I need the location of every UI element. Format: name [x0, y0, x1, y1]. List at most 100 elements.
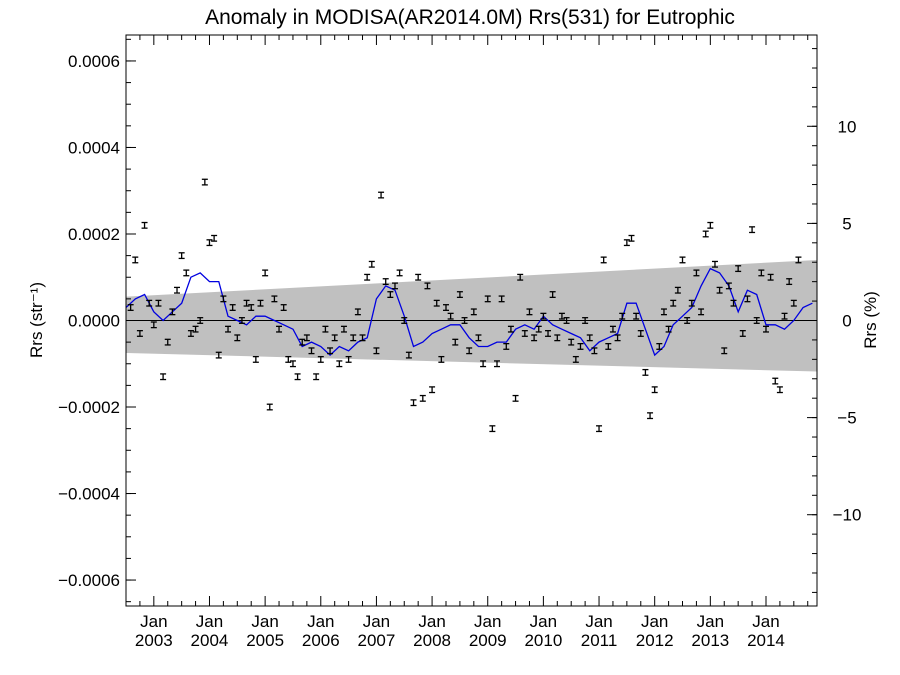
- y-tick-label-right: 0: [842, 312, 851, 331]
- data-point: [535, 325, 542, 333]
- data-point: [289, 360, 296, 368]
- data-point: [340, 325, 347, 333]
- data-point: [178, 252, 185, 260]
- data-point: [572, 355, 579, 363]
- data-point: [545, 330, 552, 337]
- data-point: [252, 355, 259, 363]
- data-point: [526, 308, 533, 316]
- y-tick-label-left: 0.0004: [68, 138, 120, 157]
- data-point: [391, 282, 398, 290]
- x-tick-label-month: Jan: [585, 612, 612, 631]
- data-point: [776, 386, 783, 394]
- data-point: [331, 334, 338, 342]
- data-point: [790, 299, 797, 307]
- data-point: [429, 386, 436, 394]
- data-point: [637, 330, 644, 337]
- data-point: [494, 360, 501, 368]
- data-point: [276, 325, 283, 333]
- data-point: [735, 265, 742, 273]
- data-point: [359, 334, 366, 342]
- x-tick-label-month: Jan: [641, 612, 668, 631]
- y-tick-label-right: 10: [838, 117, 857, 136]
- data-point: [211, 234, 218, 242]
- data-point: [419, 394, 426, 402]
- data-point: [368, 260, 375, 268]
- data-point: [410, 399, 417, 407]
- data-point: [596, 425, 603, 433]
- data-point: [248, 304, 255, 311]
- x-tick-label-month: Jan: [530, 612, 557, 631]
- data-point: [623, 239, 630, 247]
- x-tick-label-month: Jan: [307, 612, 334, 631]
- data-point: [294, 373, 301, 381]
- data-point: [354, 308, 361, 316]
- data-point: [317, 355, 324, 363]
- data-point: [786, 278, 793, 286]
- data-point: [762, 325, 769, 333]
- data-point: [674, 286, 681, 294]
- data-point: [303, 334, 310, 342]
- data-point: [651, 386, 658, 394]
- data-point: [127, 304, 134, 311]
- data-point: [670, 299, 677, 307]
- data-point: [660, 308, 667, 316]
- x-tick-label-year: 2009: [469, 631, 507, 650]
- data-point: [350, 334, 357, 342]
- data-point: [521, 330, 528, 337]
- x-tick-label-year: 2007: [358, 631, 396, 650]
- y-axis-label-left: Rrs (str⁻¹): [27, 282, 46, 358]
- data-point: [484, 295, 491, 303]
- y-tick-label-left: −0.0006: [58, 571, 120, 590]
- data-point: [345, 355, 352, 363]
- data-point: [633, 312, 640, 320]
- data-point: [503, 342, 510, 350]
- data-point: [730, 299, 737, 307]
- data-point: [609, 325, 616, 333]
- data-point: [442, 304, 449, 311]
- smoothed-series-line: [125, 267, 813, 357]
- data-point: [586, 334, 593, 342]
- data-point: [475, 334, 482, 342]
- data-point: [238, 317, 245, 324]
- y-tick-label-right: 5: [842, 214, 851, 233]
- data-point: [749, 226, 756, 234]
- x-tick-label-month: Jan: [418, 612, 445, 631]
- data-point: [285, 355, 292, 363]
- data-point: [795, 256, 802, 264]
- data-point: [150, 321, 157, 329]
- data-point: [716, 286, 723, 294]
- data-point: [507, 325, 514, 333]
- data-point: [605, 342, 612, 350]
- x-tick-label-year: 2008: [413, 631, 451, 650]
- chart-title: Anomaly in MODISA(AR2014.0M) Rrs(531) fo…: [205, 6, 735, 29]
- x-tick-label-year: 2011: [581, 631, 618, 650]
- data-point: [327, 347, 334, 355]
- x-tick-label-year: 2012: [636, 631, 674, 650]
- data-point: [512, 394, 519, 402]
- data-point: [684, 317, 691, 324]
- data-point: [322, 325, 329, 333]
- data-point: [498, 295, 505, 303]
- data-point: [452, 338, 459, 346]
- data-point: [619, 312, 626, 320]
- x-tick-label-month: Jan: [474, 612, 501, 631]
- data-point: [382, 278, 389, 286]
- data-point: [753, 317, 760, 324]
- x-tick-label-year: 2010: [524, 631, 562, 650]
- data-point: [401, 317, 408, 324]
- data-point: [725, 282, 732, 290]
- data-point: [229, 304, 236, 311]
- data-point: [540, 312, 547, 320]
- y-tick-label-right: −10: [833, 506, 862, 525]
- data-point: [225, 325, 232, 333]
- data-point: [744, 295, 751, 303]
- data-point: [433, 299, 440, 307]
- data-point: [665, 325, 672, 333]
- data-point: [702, 230, 709, 238]
- data-point: [271, 295, 278, 303]
- x-tick-label-year: 2003: [135, 631, 173, 650]
- data-point: [767, 273, 774, 281]
- x-tick-label-month: Jan: [752, 612, 779, 631]
- x-tick-label-year: 2004: [191, 631, 229, 650]
- x-tick-label-month: Jan: [140, 612, 167, 631]
